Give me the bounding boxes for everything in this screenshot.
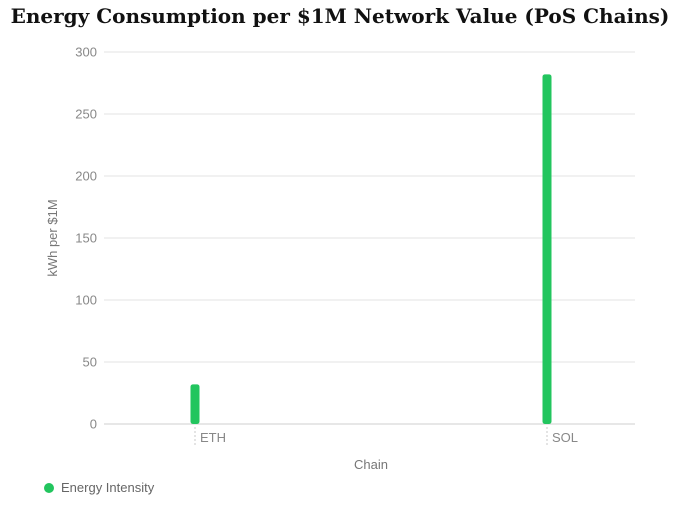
bar-eth	[190, 384, 200, 424]
grid-lines	[104, 51, 635, 425]
x-tick-label: ETH	[200, 430, 226, 445]
bars	[190, 74, 552, 424]
bar-sol	[542, 74, 552, 424]
y-tick-label: 150	[75, 231, 97, 246]
x-tick-labels: ETH SOL	[194, 427, 578, 446]
y-tick-label: 300	[75, 45, 97, 60]
y-tick-label: 200	[75, 169, 97, 184]
y-tick-labels: 0 50 100 150 200 250 300	[75, 45, 97, 432]
x-tick-label: SOL	[552, 430, 578, 445]
legend-label: Energy Intensity	[61, 480, 155, 495]
y-axis-label: kWh per $1M	[45, 199, 60, 276]
legend-swatch	[44, 482, 54, 493]
y-tick-label: 50	[83, 355, 97, 370]
x-axis-label: Chain	[354, 457, 388, 472]
y-tick-label: 250	[75, 107, 97, 122]
y-tick-label: 0	[90, 417, 97, 432]
y-tick-label: 100	[75, 293, 97, 308]
legend: Energy Intensity	[44, 480, 154, 495]
chart-title: Energy Consumption per $1M Network Value…	[10, 4, 670, 28]
